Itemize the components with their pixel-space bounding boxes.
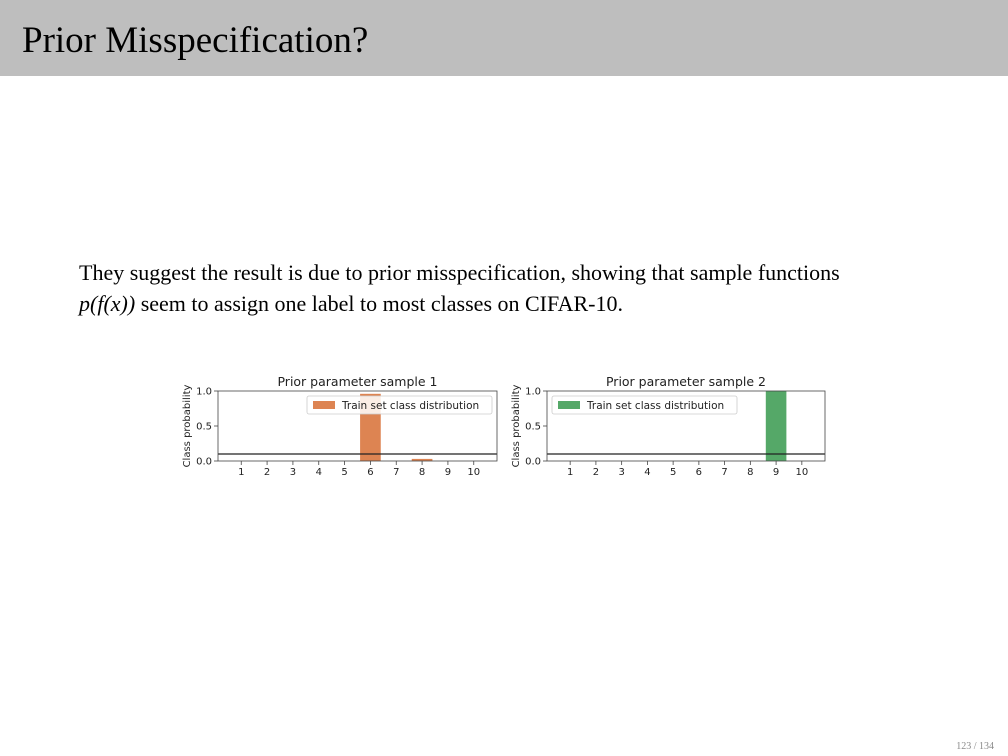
c1-ytick-label-0.5: 0.5 [196, 422, 212, 433]
c2-xtick-label-2: 2 [593, 467, 599, 478]
c1-title: Prior parameter sample 1 [277, 374, 437, 389]
c1-xtick-label-7: 7 [393, 467, 399, 478]
c1-xtick-label-5: 5 [341, 467, 347, 478]
c2-xtick-label-7: 7 [721, 467, 727, 478]
c2-xtick-label-1: 1 [567, 467, 573, 478]
body-text-part1: They suggest the result is due to prior … [79, 260, 840, 285]
c1-legend-swatch [313, 401, 335, 409]
c2-legend-swatch [558, 401, 580, 409]
c1-xtick-label-8: 8 [419, 467, 425, 478]
prior-sample-charts: Prior parameter sample 1 Class probabilit… [182, 374, 826, 478]
c2-xtick-label-4: 4 [644, 467, 650, 478]
c1-legend-label: Train set class distribution [341, 400, 479, 412]
c2-xtick-label-9: 9 [773, 467, 779, 478]
c2-xtick-label-5: 5 [670, 467, 676, 478]
c2-xtick-label-8: 8 [747, 467, 753, 478]
c1-xtick-label-10: 10 [467, 467, 480, 478]
charts-container: Prior parameter sample 1 Class probabilit… [178, 371, 838, 481]
body-math: p(f(x)) [79, 291, 136, 316]
c1-bar-8 [411, 458, 433, 461]
c2-bar-9 [765, 391, 787, 461]
c1-ylabel: Class probability [182, 384, 193, 467]
page-number: 123 / 134 [956, 741, 994, 752]
c2-ytick-label-1: 1.0 [525, 387, 541, 398]
c1-xtick-label-6: 6 [367, 467, 373, 478]
c2-ytick-label-0: 0.0 [525, 457, 541, 468]
c1-xtick-label-1: 1 [238, 467, 244, 478]
slide-body-text: They suggest the result is due to prior … [79, 257, 879, 319]
c2-ylabel: Class probability [511, 384, 522, 467]
c2-title: Prior parameter sample 2 [606, 374, 766, 389]
c1-legend-box [306, 395, 493, 415]
c1-xtick-label-4: 4 [316, 467, 322, 478]
c1-xtick-label-3: 3 [290, 467, 296, 478]
c1-xtick-label-2: 2 [264, 467, 270, 478]
c2-xtick-label-3: 3 [618, 467, 624, 478]
c1-xtick-label-9: 9 [445, 467, 451, 478]
c1-ytick-label-1: 1.0 [196, 387, 212, 398]
c2-xtick-label-10: 10 [795, 467, 808, 478]
title-bar: Prior Misspecification? [0, 0, 1008, 76]
c2-legend-label: Train set class distribution [586, 400, 724, 412]
c1-ytick-label-0: 0.0 [196, 457, 212, 468]
slide-title: Prior Misspecification? [22, 20, 369, 61]
c2-legend-box [551, 395, 738, 415]
body-text-part2: seem to assign one label to most classes… [140, 291, 624, 316]
c2-ytick-label-0.5: 0.5 [525, 422, 541, 433]
c2-xtick-label-6: 6 [696, 467, 702, 478]
